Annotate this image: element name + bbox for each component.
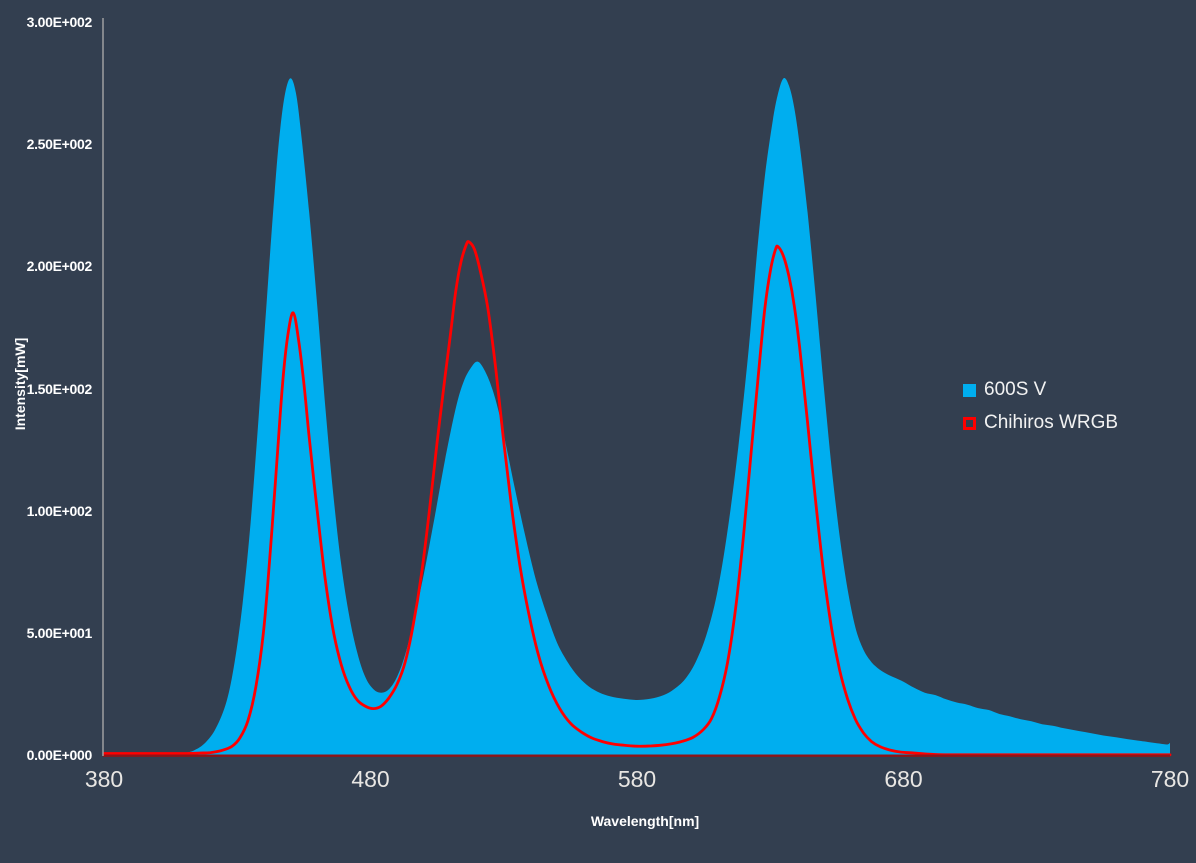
legend-item-600s-v: 600S V	[963, 378, 1118, 402]
series-chihiros-wrgb-line	[102, 240, 1172, 757]
y-axis-tick-label: 2.00E+002	[26, 258, 93, 275]
series-600s-v-area	[104, 77, 1170, 755]
legend-label-chihiros-wrgb: Chihiros WRGB	[984, 412, 1119, 433]
legend-label-600s-v: 600S V	[984, 379, 1047, 400]
y-axis-tick-label: 5.00E+001	[26, 624, 93, 641]
x-axis-tick-label: 480	[351, 766, 390, 792]
y-axis-tick-label: 2.50E+002	[26, 136, 93, 153]
x-axis-tick-label: 680	[884, 766, 923, 792]
x-axis-title: Wavelength[nm]	[590, 813, 700, 829]
x-axis-tick-label: 380	[84, 766, 124, 792]
legend-item-chihiros-wrgb: Chihiros WRGB	[963, 411, 1118, 435]
y-axis-tick-label: 0.00E+000	[26, 747, 93, 763]
legend-swatch-outlined-square-icon	[963, 416, 976, 430]
y-axis-tick-label: 3.00E+002	[26, 14, 93, 30]
x-axis-tick-label: 780	[1150, 766, 1190, 792]
legend: 600S V Chihiros WRGB	[963, 378, 1118, 444]
x-axis-tick-label: 580	[617, 766, 657, 792]
y-axis-tick-label: 1.00E+002	[26, 502, 93, 519]
y-axis-tick-label: 1.50E+002	[26, 380, 93, 397]
legend-swatch-filled-square-icon	[963, 383, 976, 397]
